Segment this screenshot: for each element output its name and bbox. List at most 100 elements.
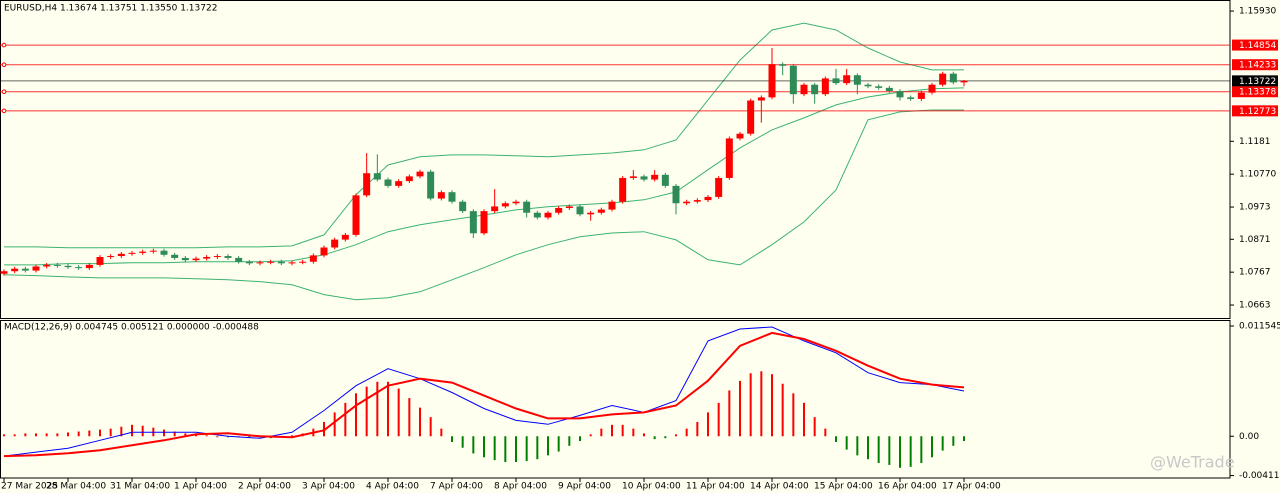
x-tick-label: 14 Apr 04:00 bbox=[750, 482, 809, 492]
histogram-bar bbox=[867, 436, 869, 460]
candle-body bbox=[405, 176, 413, 182]
level-label: 1.13378 bbox=[1239, 88, 1276, 98]
histogram-bar bbox=[685, 428, 688, 437]
histogram-bar bbox=[739, 380, 741, 437]
candle-body bbox=[587, 212, 595, 215]
histogram-bar bbox=[88, 430, 91, 437]
histogram-bar bbox=[109, 428, 112, 437]
candle-body bbox=[565, 206, 573, 208]
candle-body bbox=[597, 209, 605, 213]
candle-body bbox=[928, 84, 936, 93]
level-handle bbox=[1, 108, 7, 114]
level-label: 1.14854 bbox=[1239, 41, 1276, 51]
histogram-bar bbox=[461, 436, 464, 448]
candle-body bbox=[907, 97, 915, 99]
x-tick-label: 9 Apr 04:00 bbox=[558, 482, 611, 492]
histogram-bar bbox=[472, 436, 475, 454]
macd-pane-frame bbox=[0, 320, 1231, 479]
histogram-bar bbox=[909, 436, 912, 467]
candle-body bbox=[704, 196, 712, 201]
histogram-bar bbox=[547, 436, 549, 456]
x-tick-label: 16 Apr 04:00 bbox=[878, 482, 937, 492]
candle-body bbox=[213, 256, 221, 258]
candle-body bbox=[512, 201, 520, 204]
x-tick-label: 10 Apr 04:00 bbox=[622, 482, 681, 492]
x-tick-label: 28 Mar 04:00 bbox=[46, 482, 106, 492]
candle-body bbox=[341, 234, 349, 240]
histogram-bar bbox=[632, 428, 635, 437]
level-label-box bbox=[1232, 86, 1278, 98]
candle-body bbox=[363, 173, 371, 196]
histogram-bar bbox=[536, 436, 539, 460]
macd-line bbox=[3, 326, 965, 457]
histogram-bar bbox=[803, 402, 805, 437]
histogram-bar bbox=[696, 421, 699, 437]
histogram-bar bbox=[515, 436, 517, 463]
x-tick-label: 7 Apr 04:00 bbox=[430, 482, 483, 492]
candle-body bbox=[747, 100, 755, 134]
candle-body bbox=[299, 261, 307, 263]
candle-body bbox=[0, 271, 8, 274]
histogram-bar bbox=[824, 428, 827, 437]
histogram-bar bbox=[707, 412, 709, 437]
x-tick-label: 17 Apr 04:00 bbox=[942, 482, 1001, 492]
x-tick-label: 3 Apr 04:00 bbox=[302, 482, 355, 492]
level-label-box bbox=[1232, 105, 1278, 117]
candle-body bbox=[480, 211, 488, 234]
histogram-bar bbox=[291, 435, 293, 437]
candle-body bbox=[768, 64, 776, 98]
histogram-bar bbox=[397, 388, 400, 437]
histogram-bar bbox=[579, 436, 581, 442]
histogram-bar bbox=[56, 433, 59, 437]
candle-body bbox=[309, 255, 317, 262]
candle-body bbox=[416, 171, 424, 177]
candle-body bbox=[576, 206, 584, 215]
macd-line bbox=[3, 331, 965, 458]
histogram-bar bbox=[493, 436, 496, 461]
histogram-bar bbox=[216, 436, 219, 438]
x-tick-label: 4 Apr 04:00 bbox=[366, 482, 419, 492]
x-tick-label: 31 Mar 04:00 bbox=[110, 482, 170, 492]
histogram-bar bbox=[131, 424, 133, 437]
candle-body bbox=[288, 262, 296, 264]
x-tick-label: 27 Mar 2025 bbox=[1, 482, 58, 492]
histogram-bar bbox=[963, 436, 965, 442]
level-handle bbox=[1, 89, 7, 95]
histogram-bar bbox=[728, 390, 731, 437]
candle-body bbox=[203, 256, 211, 259]
candle-body bbox=[267, 261, 275, 263]
candle-body bbox=[725, 138, 733, 178]
candle-body bbox=[875, 86, 883, 88]
y-tick-label: 1.10770 bbox=[1239, 170, 1276, 180]
candle-body bbox=[395, 181, 403, 186]
histogram-bar bbox=[408, 398, 411, 437]
histogram-bar bbox=[451, 436, 453, 442]
candle-body bbox=[171, 254, 179, 258]
candle-body bbox=[939, 73, 947, 85]
candle-body bbox=[320, 247, 328, 256]
candle-body bbox=[608, 201, 616, 210]
histogram-bar bbox=[99, 429, 101, 437]
candle-body bbox=[501, 203, 509, 207]
candle-body bbox=[459, 201, 467, 212]
candle-body bbox=[843, 75, 851, 84]
candle-body bbox=[181, 257, 189, 261]
candle-body bbox=[533, 212, 541, 218]
candle-body bbox=[224, 256, 232, 258]
y-tick-label: 1.15930 bbox=[1239, 7, 1276, 17]
candle-body bbox=[885, 87, 893, 92]
candle-body bbox=[736, 133, 744, 139]
candle-body bbox=[779, 64, 787, 66]
histogram-bar bbox=[24, 433, 27, 437]
candle-body bbox=[811, 84, 819, 95]
histogram-bar bbox=[888, 436, 891, 465]
histogram-bar bbox=[749, 373, 752, 437]
histogram-bar bbox=[13, 434, 16, 437]
candle-body bbox=[117, 253, 125, 257]
current-price-label: 1.13722 bbox=[1239, 77, 1276, 87]
y-tick-label: 0.00 bbox=[1239, 432, 1259, 442]
histogram-bar bbox=[589, 434, 592, 437]
candle-body bbox=[160, 250, 168, 255]
